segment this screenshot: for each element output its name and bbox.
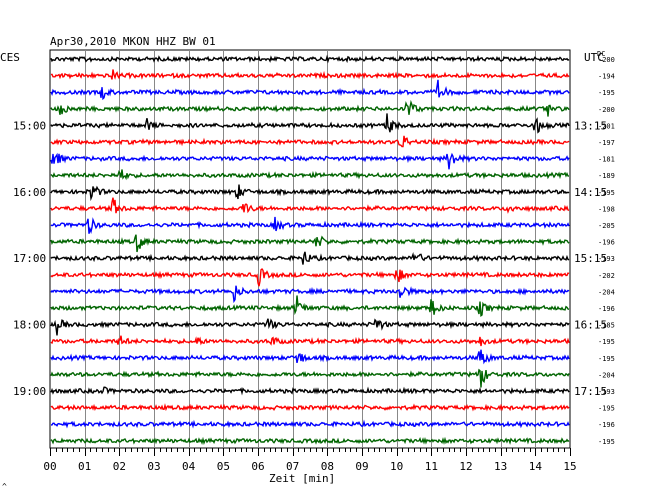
dc-offset-label: -193 xyxy=(598,388,615,396)
x-tick-label: 10 xyxy=(390,460,403,473)
seismic-trace xyxy=(50,197,570,214)
x-tick-label: 02 xyxy=(113,460,126,473)
seismic-trace xyxy=(50,285,570,304)
x-tick-label: 01 xyxy=(78,460,91,473)
dc-offset-label: -193 xyxy=(598,255,615,263)
seismic-trace xyxy=(50,386,570,396)
seismic-trace xyxy=(50,318,570,336)
dc-offset-label: -204 xyxy=(598,371,615,379)
dc-offset-label: -195 xyxy=(598,89,615,97)
dc-offset-label: -198 xyxy=(598,205,615,213)
trace-lines xyxy=(50,54,570,446)
seismic-trace xyxy=(50,184,570,202)
dc-offset-label: -195 xyxy=(598,189,615,197)
dc-offset-label: -200 xyxy=(598,56,615,64)
dc-offset-label: -181 xyxy=(598,156,615,164)
seismic-trace xyxy=(50,295,570,317)
dc-offset-label: -189 xyxy=(598,172,615,180)
left-hour-label: 18:00 xyxy=(13,319,46,332)
seismic-trace xyxy=(50,135,570,148)
right-hour-label: 15:15 xyxy=(574,252,607,265)
seismic-trace xyxy=(50,267,570,287)
dc-offset-label: -195 xyxy=(598,338,615,346)
x-tick-label: 15 xyxy=(563,460,576,473)
seismic-trace xyxy=(50,69,570,80)
corner-mark: ^ xyxy=(2,482,7,491)
seismic-trace xyxy=(50,216,570,234)
x-tick-label: 08 xyxy=(321,460,334,473)
seismic-trace xyxy=(51,419,570,429)
left-timezone-label: CES xyxy=(0,51,20,64)
dc-offset-label: -200 xyxy=(598,106,615,114)
x-tick-label: 13 xyxy=(494,460,507,473)
dc-offset-label: -195 xyxy=(598,355,615,363)
dc-offset-label: -202 xyxy=(598,272,615,280)
seismic-trace xyxy=(50,436,570,446)
x-axis-label: Zeit [min] xyxy=(269,472,335,485)
dc-offset-label: -196 xyxy=(598,239,615,247)
dc-offset-label: -205 xyxy=(598,222,615,230)
dc-offset-label: -196 xyxy=(598,305,615,313)
right-hour-label: 14:15 xyxy=(574,186,607,199)
chart-title: Apr30,2010 MKON HHZ BW 01 xyxy=(50,35,216,48)
x-tick-label: 14 xyxy=(529,460,543,473)
right-hour-label: 13:15 xyxy=(574,119,607,132)
seismic-trace xyxy=(50,54,570,64)
left-hour-label: 19:00 xyxy=(13,385,46,398)
x-tick-label: 12 xyxy=(459,460,472,473)
right-timezone-label: UTC xyxy=(584,51,604,64)
left-hour-label: 16:00 xyxy=(13,186,46,199)
seismic-trace xyxy=(50,113,570,134)
x-tick-label: 00 xyxy=(43,460,56,473)
x-tick-label: 07 xyxy=(286,460,299,473)
seismic-trace xyxy=(50,349,570,365)
dc-offset-label: -201 xyxy=(598,122,615,130)
dc-offset-label: -196 xyxy=(598,421,615,429)
seismic-trace xyxy=(50,234,570,253)
seismic-trace xyxy=(50,403,570,412)
seismic-trace xyxy=(50,169,570,181)
minute-gridlines xyxy=(49,49,571,456)
dc-offset-label: -194 xyxy=(598,73,615,81)
left-hour-label: 17:00 xyxy=(13,252,46,265)
seismic-trace xyxy=(50,335,570,347)
x-tick-label: 09 xyxy=(355,460,368,473)
dc-offset-label: -195 xyxy=(598,438,615,446)
dc-offset-label: -204 xyxy=(598,288,615,296)
dc-offset-label: -195 xyxy=(598,405,615,413)
dc-offset-header: DC xyxy=(597,50,605,58)
right-hour-label: 16:15 xyxy=(574,319,607,332)
left-hour-label: 15:00 xyxy=(13,119,46,132)
seismic-trace xyxy=(50,99,570,117)
dc-offset-label: -197 xyxy=(598,139,615,147)
dc-offset-label: -185 xyxy=(598,322,615,330)
seismic-trace xyxy=(50,152,570,170)
x-tick-label: 04 xyxy=(182,460,196,473)
seismic-trace xyxy=(50,79,570,101)
x-tick-label: 11 xyxy=(425,460,438,473)
seismic-trace xyxy=(50,368,570,388)
x-tick-label: 06 xyxy=(251,460,264,473)
right-hour-label: 17:15 xyxy=(574,385,607,398)
x-tick-label: 03 xyxy=(147,460,160,473)
x-tick-label: 05 xyxy=(217,460,230,473)
seismic-trace xyxy=(50,251,570,265)
axis-labels: -200 -194 -195 -200 -201 -197 -181 -189 -195 -198… xyxy=(13,56,615,473)
